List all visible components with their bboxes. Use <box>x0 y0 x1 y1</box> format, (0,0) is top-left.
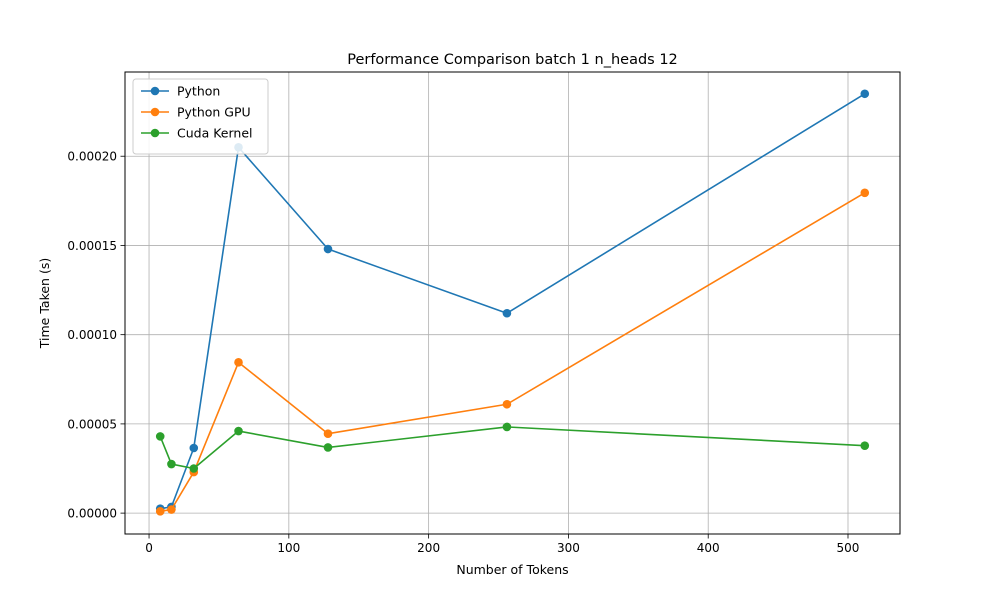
x-tick-label: 500 <box>837 541 860 555</box>
data-point <box>155 507 165 516</box>
y-tick-label: 0.00005 <box>67 417 117 431</box>
x-tick-label: 200 <box>417 541 440 555</box>
series-cuda-kernel <box>155 422 870 473</box>
data-point <box>189 443 199 453</box>
data-point <box>167 459 176 469</box>
legend-marker <box>150 86 160 96</box>
legend-label: Python GPU <box>177 105 251 120</box>
legend-marker <box>150 107 160 117</box>
data-point <box>189 464 199 473</box>
y-tick-label: 0.00000 <box>67 507 117 521</box>
data-point <box>323 443 333 452</box>
legend-box <box>132 78 269 155</box>
data-point <box>502 399 512 409</box>
data-point <box>323 244 333 254</box>
y-tick-label: 0.00010 <box>67 328 117 342</box>
chart-title: Performance Comparison batch 1 n_heads 1… <box>347 52 678 68</box>
legend-item: Cuda Kernel <box>141 126 253 141</box>
legend-item: Python GPU <box>141 105 251 120</box>
y-axis-label: Time Taken (s) <box>37 258 52 349</box>
x-tick-label: 0 <box>145 541 153 555</box>
legend-marker <box>150 128 160 138</box>
data-point <box>860 188 870 198</box>
legend-item: Python <box>141 84 220 99</box>
legend: Python Python GPU Cuda Kernel <box>132 78 269 155</box>
x-tick-label: 400 <box>697 541 720 555</box>
x-axis-ticks: 0 100 200 300 400 500 <box>145 534 859 555</box>
data-point <box>502 422 512 432</box>
legend-label: Python <box>177 84 220 99</box>
x-axis-label: Number of Tokens <box>456 562 568 577</box>
axes <box>124 71 901 535</box>
plot-frame <box>124 71 901 535</box>
data-point <box>234 426 243 436</box>
y-tick-label: 0.00015 <box>67 239 117 253</box>
data-point <box>167 505 176 514</box>
y-tick-label: 0.00020 <box>67 150 117 164</box>
data-point <box>860 89 870 99</box>
legend-label: Cuda Kernel <box>177 126 253 141</box>
grid <box>125 72 900 534</box>
data-point <box>323 429 333 439</box>
y-axis-ticks: 0.00000 0.00005 0.00010 0.00015 0.00020 <box>67 150 125 521</box>
data-point <box>502 308 512 318</box>
data-point <box>155 432 165 441</box>
x-tick-label: 300 <box>557 541 580 555</box>
data-point <box>234 358 243 367</box>
data-point <box>860 441 870 450</box>
x-tick-label: 100 <box>277 541 300 555</box>
